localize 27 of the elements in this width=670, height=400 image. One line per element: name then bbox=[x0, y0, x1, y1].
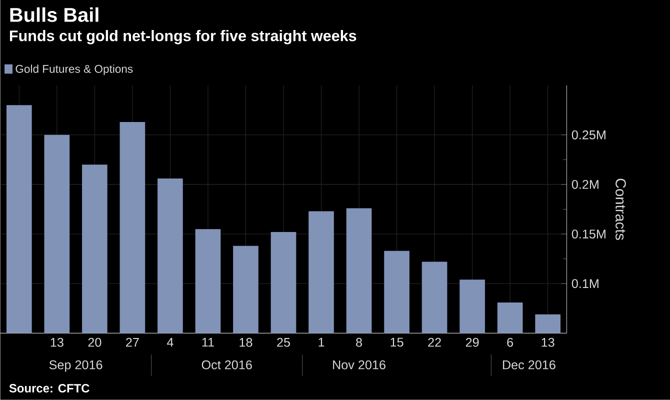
x-tick-label: 27 bbox=[126, 338, 139, 347]
text: Dec 2016 bbox=[502, 360, 556, 370]
x-tick-label: 1 bbox=[318, 338, 324, 347]
y-tick-label: 0.2M bbox=[572, 180, 598, 189]
x-tick-label: 15 bbox=[390, 338, 404, 347]
x-tick-label: 18 bbox=[240, 338, 252, 347]
x-tick-label: 13 bbox=[542, 338, 554, 347]
y-tick-label: 0.25M bbox=[572, 130, 606, 140]
x-tick-label: 22 bbox=[428, 338, 441, 347]
text: Sep 2016 bbox=[49, 360, 102, 372]
text: Nov 2016 bbox=[333, 360, 386, 370]
source-note: Source: CFTC bbox=[9, 384, 90, 393]
chart-subtitle: Funds cut gold net-longs for five straight weeks bbox=[10, 30, 356, 44]
x-tick-label: 25 bbox=[277, 338, 290, 347]
y-tick-label: 0.1M bbox=[572, 279, 598, 288]
y-axis-title: Contracts bbox=[616, 178, 626, 240]
chart-title: Bulls Bail bbox=[10, 7, 98, 22]
x-tick-label: 13 bbox=[50, 338, 64, 347]
legend-label: Gold Futures & Options bbox=[16, 64, 133, 76]
y-tick-label: 0.15M bbox=[572, 230, 606, 239]
x-tick-label: 11 bbox=[202, 338, 214, 347]
x-tick-label: 20 bbox=[88, 338, 102, 347]
x-tick-label: 29 bbox=[466, 338, 479, 347]
text: Oct 2016 bbox=[202, 360, 252, 370]
x-tick-label: 4 bbox=[166, 338, 174, 347]
x-tick-label: 8 bbox=[356, 338, 362, 347]
x-tick-label: 6 bbox=[507, 338, 514, 347]
